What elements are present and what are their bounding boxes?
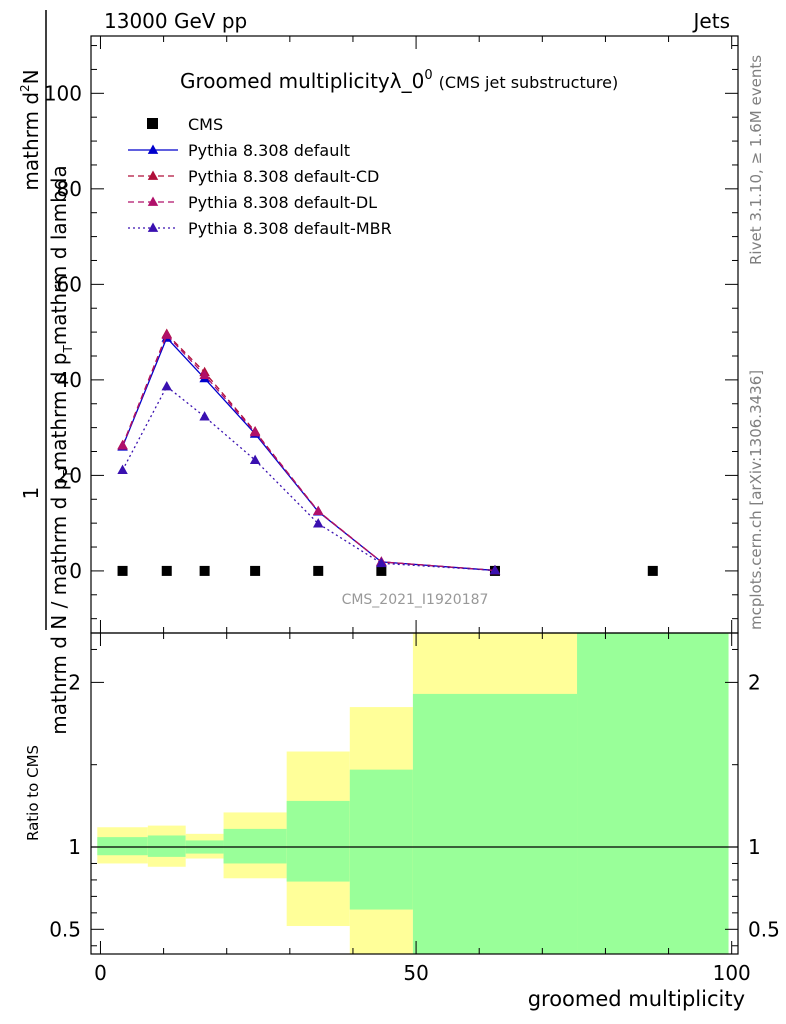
cms-point-5 xyxy=(376,565,387,576)
legend-marker-1 xyxy=(147,144,159,154)
main-title: Groomed multiplicityλ_00 (CMS jet substru… xyxy=(180,68,618,93)
ratio-bands xyxy=(97,633,729,954)
series-4-point-6 xyxy=(489,564,501,575)
legend-label-1: Pythia 8.308 default xyxy=(188,141,350,160)
series-3-point-4 xyxy=(313,505,324,516)
series-3-point-3 xyxy=(249,426,261,437)
ylabel-num-sup: 2 xyxy=(18,84,32,92)
side-text-bottom: mcplots.cern.ch [arXiv:1306.3436] xyxy=(747,370,765,630)
x-axis-label: groomed multiplicity xyxy=(528,987,745,1011)
xtick-label-2: 100 xyxy=(713,961,751,985)
watermark: CMS_2021_I1920187 xyxy=(342,592,489,608)
cms-point-2 xyxy=(199,565,210,576)
series-4-point-1 xyxy=(161,381,172,391)
series-3-point-0 xyxy=(117,440,128,450)
legend-entry-2: Pythia 8.308 default-CD xyxy=(128,167,379,186)
xtick-label-1: 50 xyxy=(403,961,428,985)
ylabel-den-sub2: T xyxy=(61,345,75,354)
ratio-ytick-label-left-1: 1 xyxy=(68,835,81,859)
header-right: Jets xyxy=(692,9,730,33)
main-title-text: Groomed multiplicityλ_0 xyxy=(180,69,424,93)
legend-entry-0: CMS xyxy=(147,115,223,134)
legend-marker-0 xyxy=(147,118,158,129)
ylabel-num-1: 1 xyxy=(19,487,43,500)
ratio-ytick-label-right-2: 2 xyxy=(748,670,761,694)
cms-point-1 xyxy=(161,565,172,576)
series-line-2 xyxy=(121,332,496,572)
legend-label-4: Pythia 8.308 default-MBR xyxy=(188,219,392,238)
main-title-sup: 0 xyxy=(424,68,432,83)
ratio-band-inner-4 xyxy=(286,800,350,882)
legend-marker-3 xyxy=(147,196,159,206)
legend-entry-4: Pythia 8.308 default-MBR xyxy=(128,219,392,238)
ylabel-num-3: N xyxy=(19,69,43,84)
series-4-point-0 xyxy=(117,464,128,474)
ratio-ytick-label-left-2: 2 xyxy=(68,670,81,694)
cms-point-4 xyxy=(313,565,324,576)
series-4-point-2 xyxy=(199,411,210,421)
legend-label-0: CMS xyxy=(188,115,223,134)
ratio-band-inner-0 xyxy=(97,837,148,856)
main-ylabel-denominator: mathrm d N / mathrm d pTmathrm d pTmathr… xyxy=(47,165,75,735)
ylabel-den-sub: T xyxy=(61,470,75,479)
main-axes: 0 20 40 60 80 100 xyxy=(44,36,738,633)
legend-entry-3: Pythia 8.308 default-DL xyxy=(128,193,377,212)
series-4-point-3 xyxy=(249,454,261,464)
legend: CMS Pythia 8.308 default Pythia 8.308 defa… xyxy=(128,115,392,238)
main-subtitle: (CMS jet substructure) xyxy=(439,73,619,92)
ylabel-den-1: mathrm d N / mathrm d p xyxy=(47,478,71,735)
ratio-ytick-label-left-0: 0.5 xyxy=(49,917,81,941)
cms-point-7 xyxy=(647,565,658,576)
main-ylabel: 1 mathrm d2N mathrm d N / mathrm d pTmat… xyxy=(18,10,75,735)
main-ytick-label-3: 60 xyxy=(57,272,82,296)
ylabel-num-2: mathrm d xyxy=(19,92,43,191)
ratio-ylabel: Ratio to CMS xyxy=(24,745,42,841)
legend-label-3: Pythia 8.308 default-DL xyxy=(188,193,377,212)
ratio-band-inner-3 xyxy=(223,828,287,864)
ratio-band-inner-1 xyxy=(147,835,186,857)
ylabel-den-2: mathrm d p xyxy=(47,353,71,471)
series-3-point-1 xyxy=(161,329,172,339)
main-ytick-label-5: 100 xyxy=(44,81,82,105)
legend-entry-1: Pythia 8.308 default xyxy=(128,141,350,160)
xtick-label-0: 0 xyxy=(94,961,107,985)
ratio-band-inner-6 xyxy=(412,693,578,954)
series-4-point-4 xyxy=(313,518,324,528)
cms-point-3 xyxy=(250,565,261,576)
side-text-top: Rivet 3.1.10, ≥ 1.6M events xyxy=(747,55,765,265)
ratio-ytick-label-right-0: 0.5 xyxy=(748,917,780,941)
main-ytick-label-1: 20 xyxy=(57,463,82,487)
series-line-4 xyxy=(121,385,496,572)
series-3-point-2 xyxy=(199,369,210,379)
legend-label-2: Pythia 8.308 default-CD xyxy=(188,167,379,186)
legend-marker-4 xyxy=(147,222,159,232)
main-ylabel-numerator: 1 mathrm d2N xyxy=(18,69,43,499)
series-line-1 xyxy=(121,336,496,572)
ratio-band-inner-5 xyxy=(349,769,413,910)
ratio-frame xyxy=(90,632,739,955)
header-left: 13000 GeV pp xyxy=(104,9,247,33)
ratio-axes: 0.5 0.5 1 1 2 2 0 50 100 xyxy=(49,633,780,985)
ylabel-den-3: mathrm d lambda xyxy=(47,165,71,345)
series-4-point-5 xyxy=(376,557,387,568)
ratio-ytick-label-right-1: 1 xyxy=(748,835,761,859)
series-line-3 xyxy=(121,333,496,572)
legend-marker-2 xyxy=(147,170,159,180)
main-ytick-label-0: 0 xyxy=(69,559,82,583)
main-series xyxy=(117,328,658,576)
main-ytick-label-4: 80 xyxy=(57,177,82,201)
main-ytick-label-2: 40 xyxy=(57,368,82,392)
cms-point-0 xyxy=(117,565,128,576)
ratio-band-inner-7 xyxy=(577,633,729,954)
